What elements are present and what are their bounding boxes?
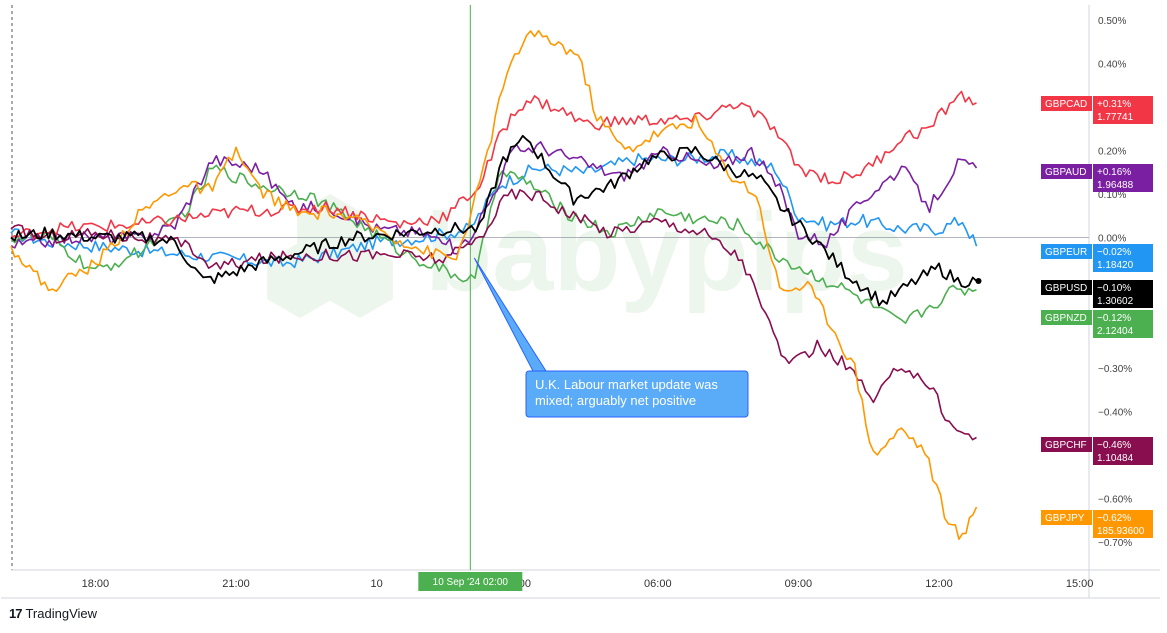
event-marker: 10 Sep '24 02:00	[418, 5, 523, 591]
badge-name-box	[1041, 244, 1092, 259]
badge-price-label: 1.30602	[1097, 296, 1134, 307]
badge-name-label: GBPCAD	[1045, 99, 1087, 110]
gbpusd-last-point	[975, 277, 982, 284]
x-tick-label: 18:00	[82, 578, 110, 590]
badge-gbpchf: GBPCHF −0.46% 1.10484	[1041, 437, 1153, 465]
series-line-gbpjpy	[10, 29, 978, 541]
babypips-watermark: babypips	[267, 191, 908, 318]
badge-name-box	[1041, 510, 1092, 525]
y-tick-label: 0.20%	[1098, 147, 1126, 158]
badge-gbpaud: GBPAUD +0.16% 1.96488	[1041, 164, 1153, 192]
badge-gbpusd: GBPUSD −0.10% 1.30602	[1041, 280, 1153, 308]
annotation-text-line: U.K. Labour market update was	[535, 377, 718, 392]
series-lines	[10, 29, 982, 541]
badge-gbpnzd: GBPNZD −0.12% 2.12404	[1041, 310, 1153, 338]
annotation-text-line: mixed; arguably net positive	[535, 393, 696, 408]
badge-name-label: GBPAUD	[1045, 167, 1087, 178]
watermark-hex-top	[297, 194, 363, 270]
badge-name-label: GBPUSD	[1045, 283, 1087, 294]
badge-name-label: GBPJPY	[1045, 513, 1085, 524]
badge-value-box	[1093, 96, 1153, 124]
badge-price-label: 2.12404	[1097, 326, 1134, 337]
x-tick-label: 21:00	[222, 578, 250, 590]
badge-price-label: 1.10484	[1097, 453, 1134, 464]
badge-value-box	[1093, 310, 1153, 338]
series-line-gbpnzd	[10, 164, 977, 325]
y-tick-label: 0.10%	[1098, 190, 1126, 201]
y-tick-label: 0.00%	[1098, 234, 1126, 245]
event-date-badge	[418, 572, 523, 591]
x-tick-label: 12:00	[925, 578, 953, 590]
tradingview-brand-label: TradingView	[25, 606, 98, 621]
badge-value-box	[1093, 244, 1153, 272]
badge-price-label: 1.96488	[1097, 180, 1134, 191]
watermark-text: babypips	[425, 191, 908, 314]
chart-axes: 0.50% 0.40% 0.20% 0.10% 0.00% −0.30% −0.40% −0.…	[82, 16, 1133, 590]
y-tick-label: 0.40%	[1098, 60, 1126, 71]
badge-gbpjpy: GBPJPY −0.62% 185.93600	[1041, 510, 1153, 538]
y-tick-label: 0.50%	[1098, 16, 1126, 27]
annotation-box[interactable]	[525, 370, 749, 418]
badge-pct-label: −0.02%	[1097, 247, 1131, 258]
y-tick-label: −0.40%	[1098, 407, 1132, 418]
series-line-gbpcad	[10, 90, 977, 240]
badge-price-label: 185.93600	[1097, 526, 1145, 537]
badge-price-label: 1.77741	[1097, 112, 1134, 123]
x-tick-label: 09:00	[785, 578, 813, 590]
badge-name-label: GBPEUR	[1045, 247, 1087, 258]
x-tick-label: 15:00	[1066, 578, 1094, 590]
watermark-hex-right	[327, 242, 393, 318]
badge-name-box	[1041, 280, 1092, 295]
badge-value-box	[1093, 510, 1153, 538]
badge-price-label: 1.18420	[1097, 260, 1134, 271]
badge-name-box	[1041, 96, 1092, 111]
badge-value-box	[1093, 437, 1153, 465]
series-line-gbpusd	[10, 134, 978, 307]
tradingview-footer[interactable]: 17 TradingView	[9, 606, 97, 621]
badge-pct-label: −0.46%	[1097, 440, 1131, 451]
x-tick-label: 06:00	[644, 578, 672, 590]
badge-value-box	[1093, 280, 1153, 308]
badge-pct-label: +0.31%	[1097, 99, 1131, 110]
badge-pct-label: −0.62%	[1097, 513, 1131, 524]
badge-name-box	[1041, 310, 1092, 325]
y-tick-label: −0.70%	[1098, 538, 1132, 549]
badge-name-label: GBPNZD	[1045, 313, 1087, 324]
badge-gbpeur: GBPEUR −0.02% 1.18420	[1041, 244, 1153, 272]
badge-pct-label: −0.12%	[1097, 313, 1131, 324]
badge-value-box	[1093, 164, 1153, 192]
y-tick-label: −0.60%	[1098, 494, 1132, 505]
y-tick-label: −0.30%	[1098, 364, 1132, 375]
x-tick-label: 10	[370, 578, 382, 590]
tradingview-logo-icon: 17	[9, 606, 23, 621]
event-date-label: 10 Sep '24 02:00	[433, 577, 509, 588]
badge-pct-label: −0.10%	[1097, 283, 1131, 294]
badge-name-label: GBPCHF	[1045, 440, 1087, 451]
badge-pct-label: +0.16%	[1097, 167, 1131, 178]
series-line-gbpeur	[10, 148, 978, 269]
badge-name-box	[1041, 164, 1092, 179]
badge-gbpcad: GBPCAD +0.31% 1.77741	[1041, 96, 1153, 124]
badge-name-box	[1041, 437, 1092, 452]
series-line-gbpchf	[10, 188, 977, 441]
